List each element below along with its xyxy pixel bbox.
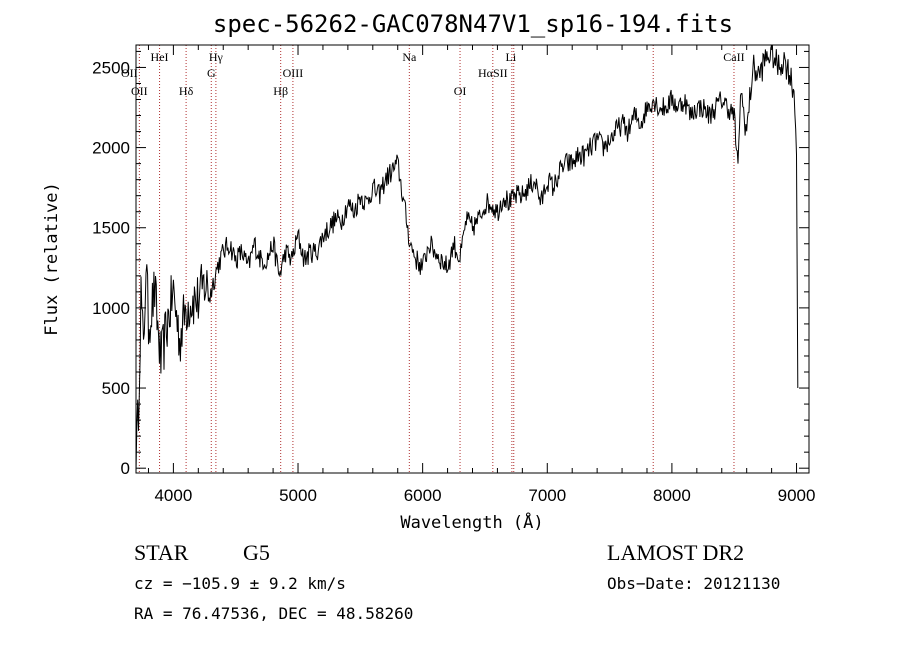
x-tick-label: 6000: [404, 486, 442, 505]
y-tick-label: 1500: [92, 219, 130, 238]
spectral-line-label: OII: [131, 84, 148, 98]
x-tick-label: 8000: [653, 486, 691, 505]
x-tick-label: 5000: [279, 486, 317, 505]
spectral-line-label: Hδ: [179, 84, 194, 98]
survey-name: LAMOST DR2: [607, 540, 744, 565]
spectral-line-label: OI: [454, 84, 467, 98]
spectral-line-label: Li: [506, 50, 517, 64]
y-tick-label: 0: [121, 459, 130, 478]
spectral-line-label: CaII: [723, 50, 744, 64]
y-axis-label: Flux (relative): [42, 182, 62, 336]
spectral-line-label: OII: [121, 66, 138, 80]
spectrum-series-line: [135, 44, 799, 474]
spectral-line-label: Hγ: [209, 50, 224, 64]
y-tick-label: 2000: [92, 139, 130, 158]
spectral-line-labels: HeI OII OII Hδ Hγ G OIII Hβ Na OI Li HαSII CaII: [121, 50, 745, 98]
spectral-line-label: OIII: [283, 66, 304, 80]
x-tick-label: 4000: [154, 486, 192, 505]
observation-date: Obs−Date: 20121130: [607, 574, 780, 593]
spectral-line-label: Hβ: [273, 84, 288, 98]
coordinates: RA = 76.47536, DEC = 48.58260: [134, 604, 413, 623]
y-tick-label: 1000: [92, 299, 130, 318]
y-tick-label: 2500: [92, 58, 130, 77]
spectral-line-label: Na: [402, 50, 417, 64]
chart-title: spec-56262-GAC078N47V1_sp16-194.fits: [213, 10, 733, 38]
object-class: STAR: [134, 540, 189, 565]
spectral-line-label: HαSII: [478, 66, 508, 80]
x-axis-label: Wavelength (Å): [400, 511, 543, 533]
spectral-line-label: G: [207, 66, 216, 80]
spectral-line-markers: [138, 45, 735, 473]
object-subclass: G5: [243, 540, 270, 565]
x-tick-label: 7000: [528, 486, 566, 505]
y-tick-label: 500: [102, 379, 130, 398]
y-axis-ticks: 0 500 1000 1500 2000 2500: [92, 50, 809, 478]
redshift-cz: cz = −105.9 ± 9.2 km/s: [134, 574, 346, 593]
x-axis-ticks: 4000 5000 6000 7000 8000 9000: [147, 45, 816, 505]
x-tick-label: 9000: [778, 486, 816, 505]
spectral-line-label: HeI: [151, 50, 169, 64]
